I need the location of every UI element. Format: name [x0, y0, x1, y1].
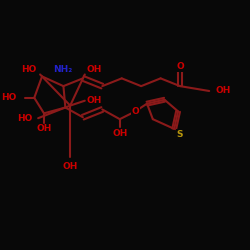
Text: HO: HO	[21, 65, 36, 74]
Text: OH: OH	[36, 124, 52, 134]
Text: O: O	[132, 107, 139, 116]
Text: HO: HO	[17, 114, 32, 123]
Text: O: O	[176, 62, 184, 71]
Text: NH₂: NH₂	[53, 65, 72, 74]
Text: OH: OH	[87, 65, 102, 74]
Text: OH: OH	[215, 86, 230, 96]
Text: OH: OH	[112, 129, 128, 138]
Text: OH: OH	[62, 162, 78, 171]
Text: S: S	[177, 130, 183, 139]
Text: HO: HO	[2, 93, 17, 102]
Text: OH: OH	[87, 96, 102, 105]
